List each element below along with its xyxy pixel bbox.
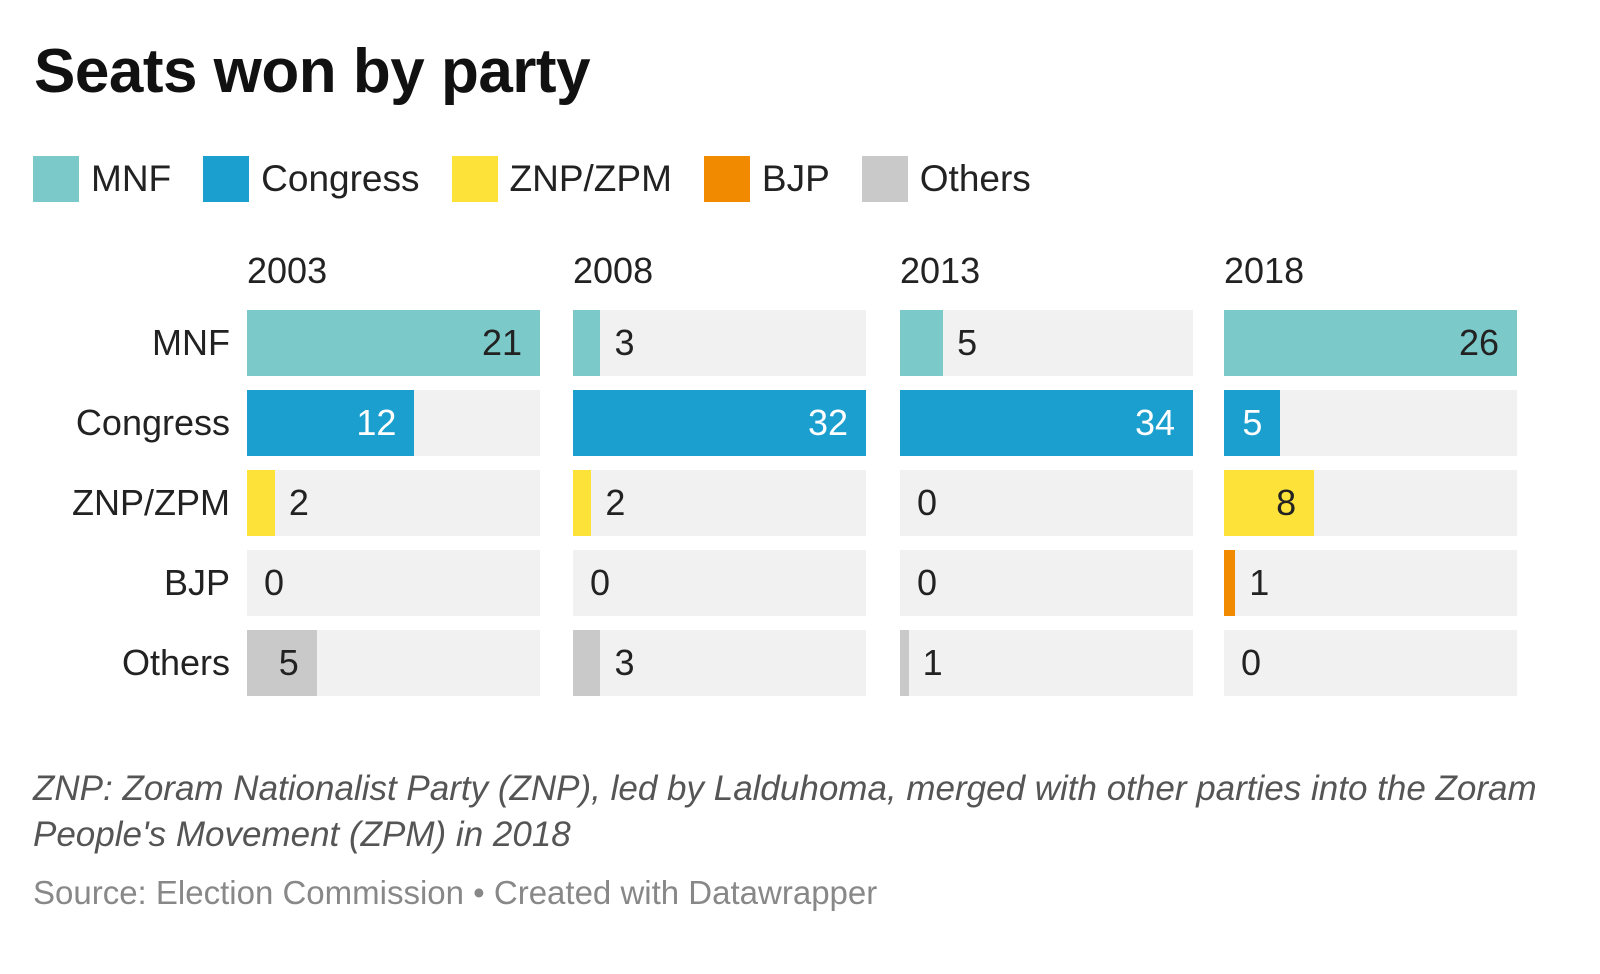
bar-background <box>573 470 866 536</box>
panel-year-label: 2003 <box>247 250 328 291</box>
legend-item: MNF <box>33 156 171 202</box>
bar-background <box>573 310 866 376</box>
value-label: 1 <box>922 642 943 683</box>
bar-background <box>900 630 1193 696</box>
legend: MNF Congress ZNP/ZPM BJP Others <box>33 156 1063 202</box>
panel-year-label: 2018 <box>1224 250 1305 291</box>
bar-bjp <box>1224 550 1236 616</box>
footnote: ZNP: Zoram Nationalist Party (ZNP), led … <box>33 769 1537 854</box>
row-label: MNF <box>152 322 230 363</box>
value-label: 5 <box>957 322 978 363</box>
bar-znpzpm <box>247 470 275 536</box>
row-label: ZNP/ZPM <box>72 482 230 523</box>
bar-mnf <box>247 310 540 376</box>
legend-label: MNF <box>91 158 172 199</box>
bar-background <box>247 470 540 536</box>
value-label: 3 <box>614 322 635 363</box>
value-label: 0 <box>917 562 938 603</box>
panel-year-label: 2013 <box>900 250 981 291</box>
value-label: 0 <box>590 562 611 603</box>
bar-background <box>573 630 866 696</box>
value-label: 0 <box>917 482 938 523</box>
row-label: Congress <box>75 402 230 443</box>
value-label: 8 <box>1276 482 1297 523</box>
bar-background <box>1224 630 1517 696</box>
value-label: 3 <box>614 642 635 683</box>
legend-item: Congress <box>203 156 420 202</box>
legend-item: ZNP/ZPM <box>451 156 672 202</box>
bar-background <box>1224 550 1517 616</box>
bar-background <box>247 550 540 616</box>
legend-item: BJP <box>703 156 830 202</box>
legend-swatch <box>33 156 79 202</box>
bar-background <box>573 550 866 616</box>
value-label: 1 <box>1249 562 1270 603</box>
legend-swatch <box>203 156 250 202</box>
source-line: Source: Election Commission • Created wi… <box>33 874 878 911</box>
bar-others <box>573 630 601 696</box>
value-label: 0 <box>1241 642 1262 683</box>
bar-others <box>247 630 317 696</box>
value-label: 12 <box>356 402 397 443</box>
value-label: 2 <box>288 482 309 523</box>
legend-label: BJP <box>761 158 830 199</box>
bar-znpzpm <box>1224 470 1315 536</box>
bar-congress <box>247 390 415 456</box>
bar-congress <box>1224 390 1281 456</box>
row-label: BJP <box>163 562 230 603</box>
value-label: 26 <box>1458 322 1499 363</box>
bar-congress <box>573 390 866 456</box>
bar-background <box>900 310 1193 376</box>
chart-area: MNF Congress ZNP/ZPM BJP Others 2003 21 12 2 0 5 20… <box>72 250 1517 696</box>
bar-background <box>900 550 1193 616</box>
bar-congress <box>900 390 1193 456</box>
bar-mnf <box>1224 310 1517 376</box>
legend-label: Others <box>919 158 1031 199</box>
value-label: 32 <box>807 402 848 443</box>
legend-swatch <box>703 156 750 202</box>
value-label: 0 <box>264 562 285 603</box>
legend-swatch <box>861 156 908 202</box>
legend-swatch <box>451 156 498 202</box>
bar-background <box>900 470 1193 536</box>
bar-others <box>900 630 909 696</box>
bar-mnf <box>900 310 944 376</box>
legend-item: Others <box>861 156 1031 202</box>
bar-mnf <box>573 310 601 376</box>
bar-znpzpm <box>573 470 592 536</box>
value-label: 34 <box>1134 402 1175 443</box>
value-label: 2 <box>605 482 626 523</box>
chart-title: Seats won by party <box>34 37 591 106</box>
value-label: 21 <box>481 322 522 363</box>
value-label: 5 <box>1242 402 1263 443</box>
legend-label: Congress <box>261 158 420 199</box>
row-label: Others <box>121 642 230 683</box>
legend-label: ZNP/ZPM <box>509 158 672 199</box>
panel-year-label: 2008 <box>573 250 654 291</box>
value-label: 5 <box>278 642 299 683</box>
